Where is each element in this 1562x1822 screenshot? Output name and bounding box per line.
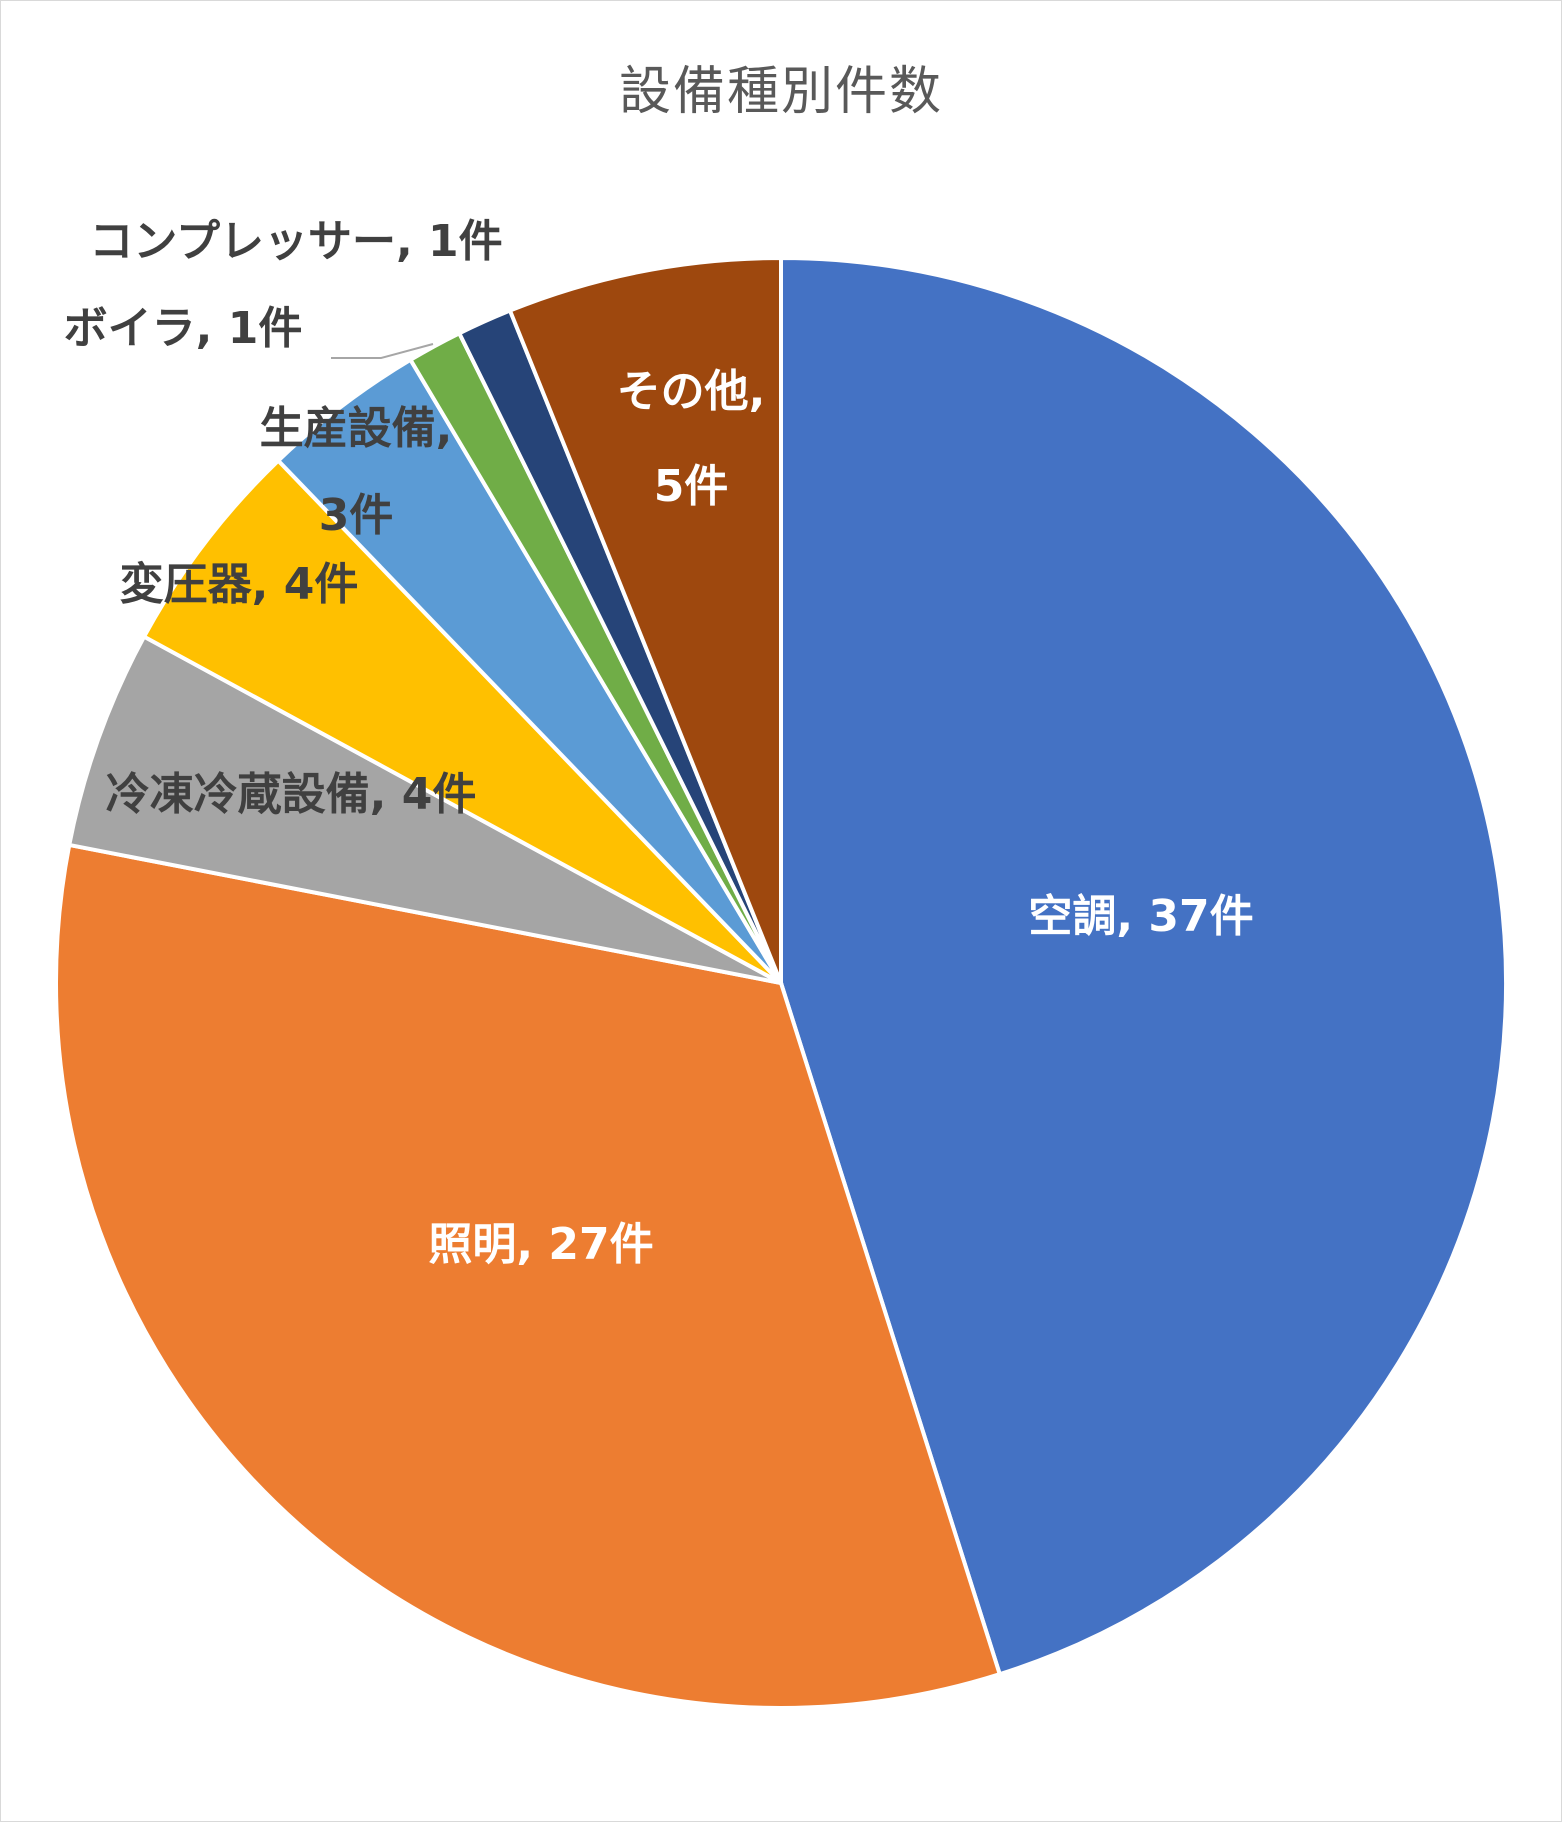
slice-label-8: その他, 5件 [617, 366, 766, 512]
slice-label-line: 3件 [319, 490, 394, 541]
slice-label-7: コンプレッサー, 1件 [89, 216, 502, 267]
pie-slice-1 [779, 256, 1508, 1677]
slice-label-line: 生産設備, [260, 403, 453, 454]
chart-title: 設備種別件数 [618, 62, 943, 122]
pie-slice-2 [54, 842, 1002, 1710]
slice-label-6: ボイラ, 1件 [64, 303, 303, 354]
leader-line-boira [331, 343, 434, 359]
pie-slice-4 [142, 458, 783, 985]
slice-label-2: 照明, 27件 [428, 1219, 653, 1270]
slice-label-5: 生産設備, 3件 [260, 403, 453, 541]
slice-label-4: 変圧器, 4件 [120, 559, 359, 610]
slice-label-1: 空調, 37件 [1028, 891, 1253, 942]
pie-slice-8 [507, 256, 783, 985]
slice-label-3: 冷凍冷蔵設備, 4件 [106, 769, 477, 820]
pie-slice-3 [67, 634, 783, 985]
slice-label-line: その他, [617, 366, 766, 417]
slice-label-line: 5件 [654, 461, 729, 512]
